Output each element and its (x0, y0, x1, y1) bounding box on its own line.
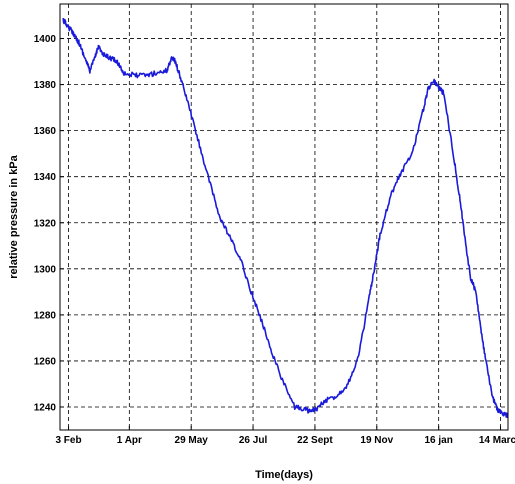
y-axis: 1240 1260 1280 1300 1320 1340 1360 1380 1400 (34, 34, 64, 413)
y-tick-label: 1400 (34, 34, 57, 45)
y-tick-label: 1340 (34, 172, 57, 183)
y-tick-label: 1360 (34, 126, 57, 137)
x-tick-label: 22 Sept (297, 435, 333, 446)
x-tick-label: 3 Feb (55, 435, 81, 446)
y-tick-label: 1380 (34, 80, 57, 91)
series-line (62, 18, 509, 418)
grid (60, 4, 508, 430)
y-tick-label: 1300 (34, 264, 57, 275)
y-tick-label: 1240 (34, 402, 57, 413)
y-tick-label: 1280 (34, 310, 57, 321)
x-tick-label: 14 March (479, 435, 515, 446)
y-tick-label: 1320 (34, 218, 57, 229)
x-tick-label: 1 Apr (117, 435, 142, 446)
x-tick-label: 19 Nov (360, 435, 393, 446)
x-tick-label: 26 Jul (239, 435, 268, 446)
series-layer (62, 18, 509, 418)
x-tick-label: 29 May (175, 435, 209, 446)
y-axis-title: relative pressure in kPa (8, 154, 20, 278)
x-axis: 3 Feb 1 Apr 29 May 26 Jul 22 Sept 19 Nov 16 ja… (55, 426, 515, 446)
plot-frame (59, 3, 509, 431)
x-axis-title: Time(days) (255, 469, 313, 481)
x-tick-label: 16 jan (424, 435, 452, 446)
y-tick-label: 1260 (34, 356, 57, 367)
